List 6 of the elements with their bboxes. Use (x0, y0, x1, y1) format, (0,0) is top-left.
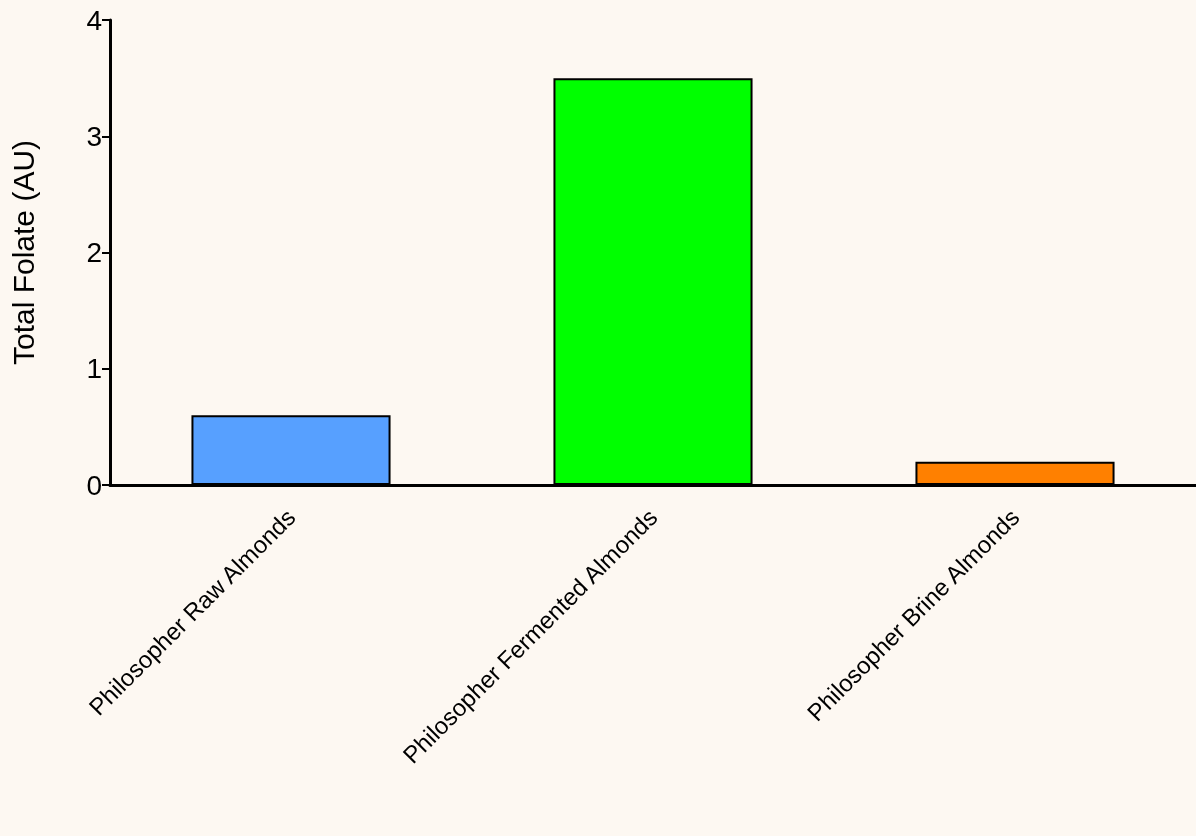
y-tick-label: 3 (86, 120, 102, 152)
y-axis-title: Total Folate (AU) (6, 139, 40, 366)
y-tick-label: 0 (86, 469, 102, 501)
y-tick-label: 2 (86, 237, 102, 268)
y-tick-label: 4 (86, 4, 102, 36)
y-tick-label: 1 (86, 353, 102, 385)
